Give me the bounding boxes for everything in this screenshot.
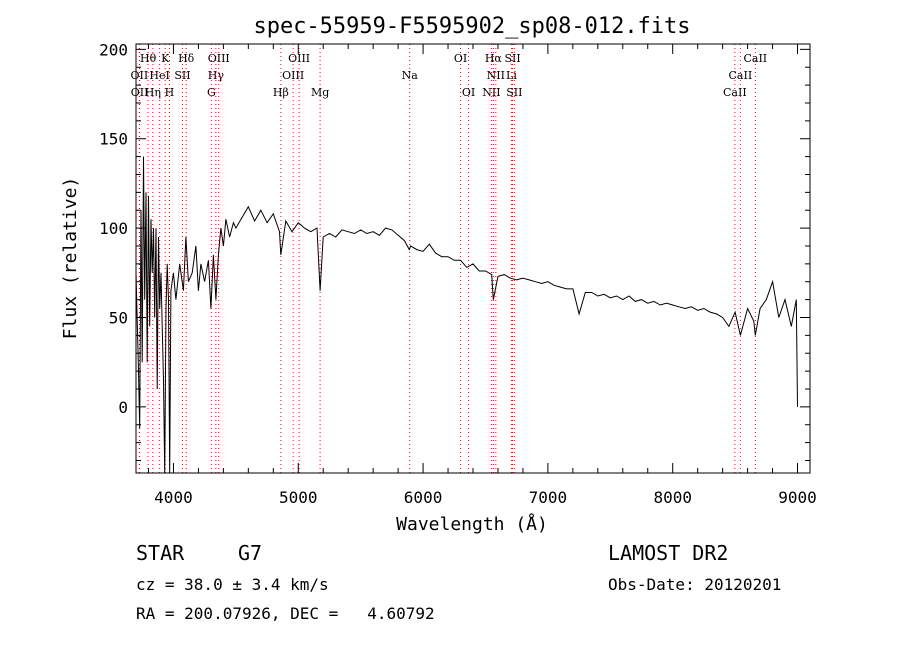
coordinates: RA = 200.07926, DEC = 4.60792 (136, 604, 435, 623)
spectral-line-label: OII (131, 86, 149, 99)
spectral-line-label: Hθ (140, 52, 157, 65)
spectrum-line (135, 156, 798, 474)
y-tick-label: 0 (118, 398, 128, 417)
y-axis-ticks: 0 50 100 150 200 (99, 40, 810, 461)
spectral-line-label: HeI (149, 69, 169, 82)
y-tick-label: 100 (99, 219, 128, 238)
spectral-line-label: Mg (311, 86, 329, 99)
spectral-line-label: CaII (729, 69, 753, 82)
spectral-line-label: K (161, 52, 170, 65)
y-tick-label: 150 (99, 130, 128, 149)
spectral-line-label: CaII (723, 86, 747, 99)
spectral-line-label: OIII (288, 52, 310, 65)
spectral-line-label: OIII (282, 69, 304, 82)
x-axis-label: Wavelength (Å) (396, 513, 548, 535)
plot-frame (135, 43, 811, 474)
spectral-line-label: SII (506, 86, 522, 99)
obs-date: Obs-Date: 20120201 (608, 575, 782, 594)
survey-name: LAMOST DR2 (608, 541, 729, 565)
spectral-line-label: NII (487, 69, 505, 82)
spectral-line-label: Hγ (208, 69, 225, 82)
y-tick-label: 50 (109, 308, 128, 327)
spectral-line-label: OII (131, 69, 149, 82)
x-tick-label: 6000 (404, 488, 443, 507)
x-tick-label: 7000 (529, 488, 568, 507)
y-axis-label: Flux (relative) (60, 177, 81, 340)
spectral-line-label: G (207, 86, 216, 99)
chart-title: spec-55959-F5595902_sp08-012.fits (253, 14, 690, 39)
subclass: G7 (238, 541, 263, 565)
x-tick-label: 5000 (279, 488, 318, 507)
x-tick-label: 9000 (778, 488, 817, 507)
spectral-line-markers (138, 44, 756, 473)
spectral-line-label: CaII (743, 52, 767, 65)
spectral-line-label: SII (504, 52, 520, 65)
spectral-line-label: Hβ (273, 86, 289, 99)
spectral-line-label: Na (402, 69, 419, 82)
spectral-line-label: OIII (208, 52, 230, 65)
redshift-velocity: cz = 38.0 ± 3.4 km/s (136, 575, 329, 594)
x-tick-label: 8000 (653, 488, 692, 507)
spectral-line-label: Li (506, 69, 517, 82)
spectral-line-label: SII (174, 69, 190, 82)
spectral-line-label: NII (482, 86, 500, 99)
spectral-line-label: H (165, 86, 175, 99)
y-tick-label: 200 (99, 40, 128, 59)
x-axis-ticks: 4000 5000 6000 7000 8000 9000 (147, 44, 817, 507)
object-class: STAR (136, 541, 185, 565)
spectral-line-label: Hα (485, 52, 503, 65)
spectral-line-label: OI (462, 86, 475, 99)
x-tick-label: 4000 (154, 488, 193, 507)
spectral-line-label: Hη (145, 86, 161, 99)
spectral-line-label: Hδ (178, 52, 195, 65)
spectral-line-label: OI (454, 52, 467, 65)
